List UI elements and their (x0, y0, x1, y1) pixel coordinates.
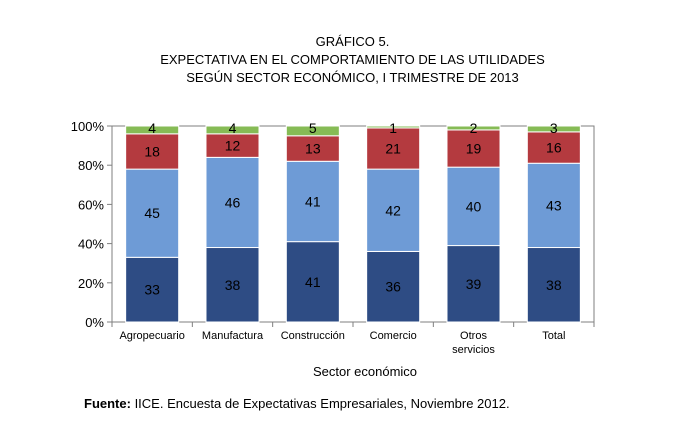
data-label: 18 (144, 143, 160, 159)
data-label: 5 (309, 120, 317, 136)
x-tick-label: Agropecuario (119, 330, 184, 342)
x-tick-label: Otros (460, 330, 487, 342)
data-label: 41 (305, 193, 321, 209)
bar-segment (446, 129, 501, 168)
data-label: 45 (144, 205, 160, 221)
chart-title-line-1: GRÁFICO 5. (315, 34, 390, 49)
y-tick-label: 60% (78, 197, 104, 212)
x-axis-title: Sector económico (313, 364, 417, 379)
data-label: 4 (148, 120, 156, 136)
source-text: IICE. Encuesta de Expectativas Empresari… (130, 396, 510, 411)
source-note: Fuente: IICE. Encuesta de Expectativas E… (84, 396, 510, 411)
data-label: 36 (385, 279, 401, 295)
x-tick-label: Construcción (281, 330, 345, 342)
x-tick-label: Comercio (370, 330, 417, 342)
bar-segment (285, 135, 340, 162)
data-label: 2 (470, 120, 478, 136)
y-tick-label: 100% (71, 119, 105, 134)
data-label: 38 (546, 277, 562, 293)
plot-area (111, 125, 595, 323)
bar-segment (526, 125, 581, 133)
data-label: 46 (225, 194, 241, 210)
data-label: 43 (546, 197, 562, 213)
y-tick-label: 80% (78, 158, 104, 173)
data-label: 38 (225, 277, 241, 293)
chart-title-line-3: SEGÚN SECTOR ECONÓMICO, I TRIMESTRE DE 2… (186, 70, 519, 85)
bar-segment (526, 162, 581, 249)
x-tick-label: Manufactura (202, 330, 264, 342)
data-label: 42 (385, 202, 401, 218)
data-label: 1 (389, 120, 397, 136)
data-label: 39 (466, 276, 482, 292)
bar-segment (366, 250, 421, 323)
data-label: 19 (466, 141, 482, 157)
data-label: 16 (546, 140, 562, 156)
bar-segment (366, 168, 421, 252)
bar-segment (366, 125, 421, 129)
bar-segment (125, 125, 180, 135)
bar-segment (446, 245, 501, 323)
data-label: 4 (229, 120, 237, 136)
bar-segment (366, 127, 421, 170)
data-label: 13 (305, 141, 321, 157)
y-tick-label: 20% (78, 276, 104, 291)
data-label: 3 (550, 120, 558, 136)
bar-segment (526, 131, 581, 164)
data-label: 21 (385, 141, 401, 157)
chart-title-line-2: EXPECTATIVA EN EL COMPORTAMIENTO DE LAS … (160, 52, 545, 67)
source-label: Fuente: (84, 396, 131, 411)
data-label: 40 (466, 198, 482, 214)
data-label: 12 (225, 138, 241, 154)
data-label: 33 (144, 282, 160, 298)
y-tick-label: 0% (85, 315, 104, 330)
bar-segment (285, 125, 340, 137)
x-tick-label: servicios (452, 344, 495, 356)
y-tick-label: 40% (78, 237, 104, 252)
x-tick-label: Total (542, 330, 565, 342)
bar-segment (526, 247, 581, 323)
data-label: 41 (305, 274, 321, 290)
bar-segment (205, 125, 260, 135)
bar-segment (285, 241, 340, 323)
bar-segment (446, 125, 501, 131)
bar-segment (285, 160, 340, 243)
